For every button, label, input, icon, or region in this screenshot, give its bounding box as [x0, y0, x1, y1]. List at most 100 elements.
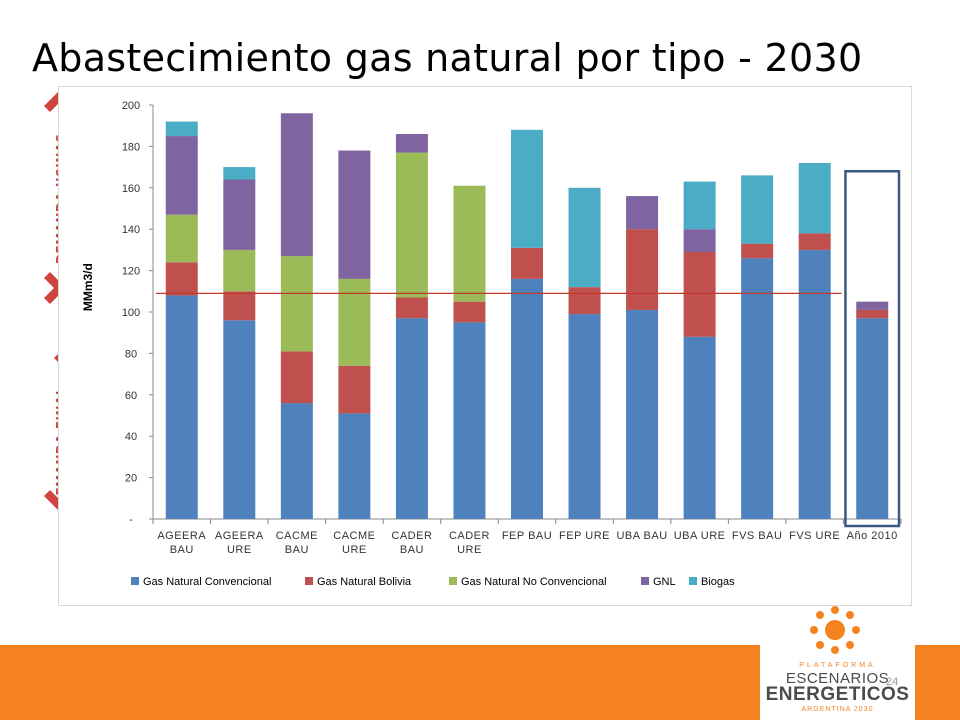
x-tick-label: Año 2010	[847, 530, 898, 542]
bar-segment	[223, 179, 256, 250]
bar-segment	[511, 278, 543, 519]
x-tick-label: FEP URE	[559, 530, 610, 542]
x-tick-label: URE	[227, 544, 252, 556]
bar-segment	[741, 258, 774, 519]
x-tick-label: FVS URE	[789, 530, 840, 542]
bar-segment	[223, 249, 256, 292]
bar-segment	[280, 403, 313, 519]
bar-segment	[223, 291, 256, 321]
bar-segment	[223, 320, 256, 519]
logo: PLATAFORMA ESCENARIOS ENERGETICOS ARGENT…	[760, 645, 915, 720]
bar-segment	[453, 301, 486, 323]
legend-swatch	[131, 577, 139, 585]
bar-segment	[568, 314, 601, 519]
bar-segment	[165, 121, 198, 137]
bar-segment	[741, 243, 774, 259]
y-tick-label: 200	[122, 100, 140, 112]
y-tick-label: 20	[125, 473, 137, 485]
chevron-right-icon[interactable]	[44, 272, 66, 304]
bar-segment	[395, 297, 428, 319]
x-tick-label: AGEERA	[215, 530, 264, 542]
legend-label: Biogas	[701, 576, 735, 588]
y-tick-label: 60	[125, 390, 137, 402]
bar-segment	[856, 301, 889, 310]
legend-label: Gas Natural Convencional	[143, 576, 271, 588]
bar-segment	[683, 336, 716, 519]
bar-segment	[165, 136, 198, 215]
x-tick-label: FVS BAU	[732, 530, 783, 542]
bar-segment	[338, 413, 371, 519]
bar-segment	[683, 251, 716, 337]
y-tick-label: 100	[122, 307, 140, 319]
bar-segment	[856, 309, 889, 319]
stacked-bar-chart: - 20 40 60 80 100 120 140 160 180 200 MMm3/d AGEERA B…	[81, 100, 902, 588]
x-tick-label: CACME	[276, 530, 318, 542]
bar-segment	[453, 322, 486, 519]
y-tick-label: 120	[122, 266, 140, 278]
bar-segment	[165, 295, 198, 519]
bar-segment	[280, 256, 313, 352]
x-tick-label: CADER	[449, 530, 490, 542]
bar-segment	[395, 152, 428, 298]
bar-segment	[223, 167, 256, 180]
y-tick-label: 140	[122, 224, 140, 236]
legend-swatch	[305, 577, 313, 585]
highlight-box	[844, 169, 901, 528]
bar-segment	[798, 233, 831, 250]
bar-segment	[338, 365, 371, 414]
x-tick-label: AGEERA	[157, 530, 206, 542]
logo-line-4: ARGENTINA 2030	[801, 706, 874, 713]
bar-segment	[395, 133, 428, 153]
bar-segment	[453, 185, 486, 302]
bar-segment	[568, 287, 601, 315]
bar-segment	[165, 214, 198, 263]
x-tick-label: URE	[342, 544, 367, 556]
y-tick-label: 160	[122, 183, 140, 195]
bar-segment	[856, 318, 889, 519]
bar-segment	[626, 229, 659, 310]
x-tick-label: BAU	[285, 544, 309, 556]
bar-segment	[683, 229, 716, 252]
x-tick-label: BAU	[400, 544, 424, 556]
chart-container: - 20 40 60 80 100 120 140 160 180 200 MMm3/d AGEERA B…	[58, 86, 912, 606]
bar-segment	[741, 175, 774, 244]
y-tick-label: 80	[125, 348, 137, 360]
x-tick-label: URE	[457, 544, 482, 556]
bar-segment	[568, 187, 601, 288]
bar-segment	[338, 150, 371, 279]
logo-line-2: ESCENARIOS	[785, 670, 890, 687]
x-tick-label: UBA URE	[674, 530, 726, 542]
bar-segment	[683, 181, 716, 230]
legend-swatch	[641, 577, 649, 585]
y-tick-label: -	[129, 514, 133, 526]
bar-segment	[165, 262, 198, 296]
bar-segment	[798, 162, 831, 234]
y-axis-label: MMm3/d	[81, 263, 95, 311]
legend-swatch	[449, 577, 457, 585]
bar-segment	[280, 113, 313, 257]
x-tick-label: FEP BAU	[502, 530, 552, 542]
bar-segment	[511, 247, 543, 279]
legend-swatch	[689, 577, 697, 585]
y-tick-label: 180	[122, 141, 140, 153]
bar-segment	[798, 249, 831, 519]
bar-segment	[395, 318, 428, 519]
legend-label: GNL	[653, 576, 676, 588]
page-title: Abastecimiento gas natural por tipo - 20…	[32, 36, 863, 80]
sun-rays-icon	[810, 606, 860, 654]
x-tick-label: CACME	[333, 530, 375, 542]
bar-segment	[626, 309, 659, 519]
logo-line-3: ENERGETICOS	[765, 684, 910, 705]
legend-label: Gas Natural No Convencional	[461, 576, 607, 588]
bar-segment	[511, 129, 543, 248]
logo-line-1: PLATAFORMA	[799, 662, 876, 669]
bar-segment	[280, 351, 313, 404]
page-number: 24	[886, 676, 899, 688]
bar-segment	[338, 278, 371, 366]
x-tick-label: BAU	[170, 544, 194, 556]
legend-label: Gas Natural Bolivia	[317, 576, 412, 588]
x-tick-label: CADER	[391, 530, 432, 542]
y-tick-label: 40	[125, 431, 137, 443]
x-tick-label: UBA BAU	[616, 530, 667, 542]
bar-segment	[626, 196, 659, 230]
